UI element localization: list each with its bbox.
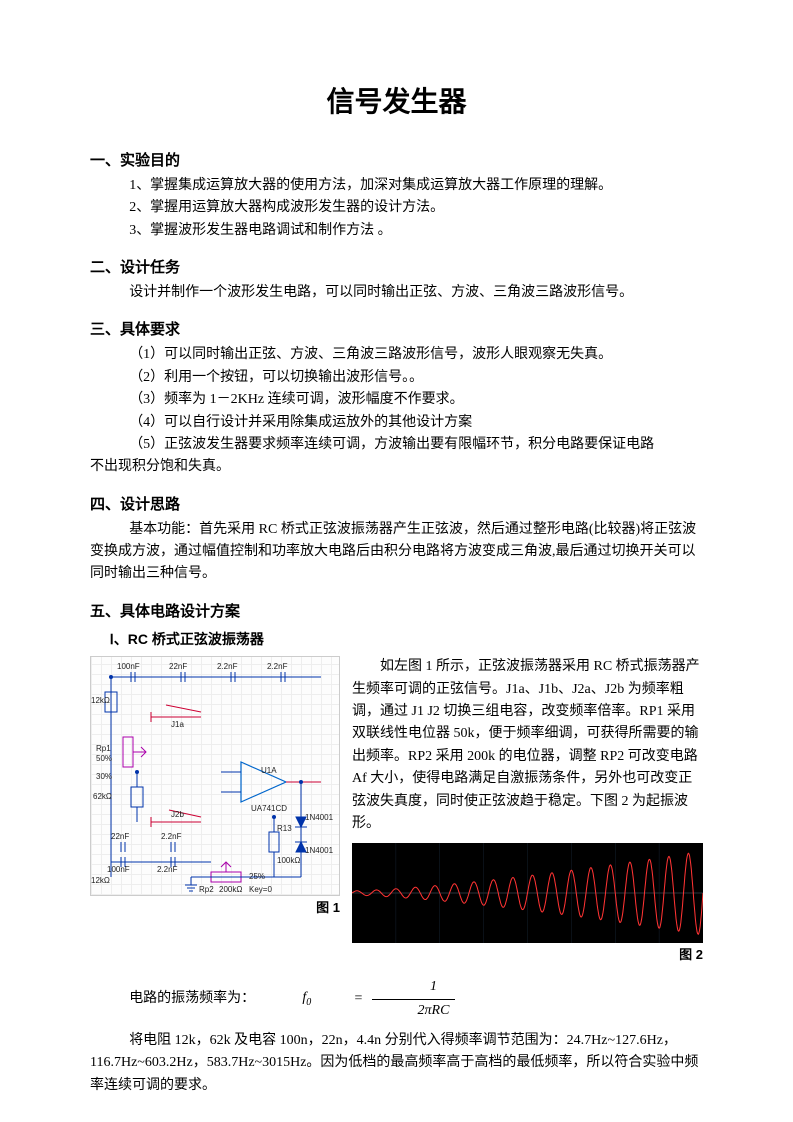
- cap-2n2b-top: 2.2nF: [267, 661, 287, 674]
- s1-item-3: 3、掌握波形发生器电路调试和制作方法 。: [90, 220, 703, 242]
- frac-num: 1: [372, 976, 455, 999]
- opamp-u1a: U1A: [261, 765, 277, 778]
- s5-para: 如左图 1 所示，正弦波振荡器采用 RC 桥式振荡器产生频率可调的正弦信号。J1…: [352, 656, 703, 835]
- s3-trailing: 不出现积分饱和失真。: [90, 456, 703, 478]
- s3-item-4: （4）可以自行设计并采用除集成运放外的其他设计方案: [90, 412, 703, 434]
- r62k-label: 62kΩ: [93, 791, 112, 804]
- s2-body: 设计并制作一个波形发生电路，可以同时输出正弦、方波、三角波三路波形信号。: [90, 282, 703, 304]
- frac-den: 2πRC: [372, 1000, 455, 1022]
- cap-22n-bot: 22nF: [111, 831, 129, 844]
- r12k-label: 12kΩ: [91, 695, 110, 708]
- r13-label: R13: [277, 823, 292, 836]
- diode1-label: 1N4001: [305, 812, 333, 825]
- s3-item-1: （1）可以同时输出正弦、方波、三角波三路波形信号，波形人眼观察无失真。: [90, 344, 703, 366]
- key-label: Key=0: [249, 884, 272, 896]
- chip-label: UA741CD: [251, 803, 287, 816]
- pct50-label: 50%: [96, 753, 112, 766]
- scope-svg: [352, 843, 703, 943]
- cap-2n2a-top: 2.2nF: [217, 661, 237, 674]
- pct30-label: 30%: [96, 771, 112, 784]
- r12k-bot: 12kΩ: [91, 875, 110, 888]
- fig1-caption: 图 1: [90, 898, 340, 919]
- cap-22n-top: 22nF: [169, 661, 187, 674]
- j1a-label: J1a: [171, 719, 184, 732]
- s3-item-2: （2）利用一个按钮，可以切换输出波形信号。。: [90, 367, 703, 389]
- section-3-heading: 三、具体要求: [90, 318, 703, 342]
- section-5-heading: 五、具体电路设计方案: [90, 600, 703, 624]
- rp2-label: Rp2: [199, 884, 214, 896]
- page-title: 信号发生器: [90, 80, 703, 125]
- fig2-caption: 图 2: [352, 945, 703, 966]
- r13v-label: 100kΩ: [277, 855, 300, 868]
- figure-1-col: 100nF 22nF 2.2nF 2.2nF 12kΩ J1a Rp1 50% …: [90, 656, 340, 919]
- s1-item-1: 1、掌握集成运算放大器的使用方法，加深对集成运算放大器工作原理的理解。: [90, 175, 703, 197]
- rp2v-label: 200kΩ: [219, 884, 242, 896]
- s3-item-5: （5）正弦波发生器要求频率连续可调，方波输出要有限幅环节，积分电路要保证电路: [90, 434, 703, 456]
- eq-sign: =: [315, 988, 362, 1010]
- cap-2n2-bot: 2.2nF: [161, 831, 181, 844]
- circuit-diagram: 100nF 22nF 2.2nF 2.2nF 12kΩ J1a Rp1 50% …: [90, 656, 340, 896]
- tail-2: 116.7Hz~603.2Hz，583.7Hz~3015Hz。因为低档的最高频率…: [90, 1052, 703, 1097]
- circuit-svg: [91, 657, 340, 896]
- f0-sub: 0: [306, 997, 311, 1008]
- s4-body: 基本功能：首先采用 RC 桥式正弦波振荡器产生正弦波，然后通过整形电路(比较器)…: [90, 519, 703, 586]
- section-4-heading: 四、设计思路: [90, 493, 703, 517]
- j2b-label: J2b: [171, 809, 184, 822]
- tail-1: 将电阻 12k，62k 及电容 100n，22n，4.4n 分别代入得频率调节范…: [90, 1030, 703, 1052]
- formula-label: 电路的振荡频率为：: [90, 988, 255, 1010]
- oscilloscope: [352, 843, 703, 943]
- figure-right-col: 如左图 1 所示，正弦波振荡器采用 RC 桥式振荡器产生频率可调的正弦信号。J1…: [352, 656, 703, 966]
- cap-100n-bot2: 100nF: [107, 864, 130, 877]
- formula-row: 电路的振荡频率为： f0 = 1 2πRC: [90, 976, 703, 1022]
- s3-item-3: （3）频率为 1－2KHz 连续可调，波形幅度不作要求。: [90, 389, 703, 411]
- cap-100n-top: 100nF: [117, 661, 140, 674]
- fraction: 1 2πRC: [372, 976, 455, 1022]
- section-5-sub: Ⅰ、RC 桥式正弦波振荡器: [90, 628, 703, 650]
- pct25-label: 25%: [249, 871, 265, 884]
- s1-item-2: 2、掌握用运算放大器构成波形发生器的设计方法。: [90, 197, 703, 219]
- cap-2n2-bot2: 2.2nF: [157, 864, 177, 877]
- section-2-heading: 二、设计任务: [90, 256, 703, 280]
- diode2-label: 1N4001: [305, 845, 333, 858]
- figure-row: 100nF 22nF 2.2nF 2.2nF 12kΩ J1a Rp1 50% …: [90, 656, 703, 966]
- section-1-heading: 一、实验目的: [90, 149, 703, 173]
